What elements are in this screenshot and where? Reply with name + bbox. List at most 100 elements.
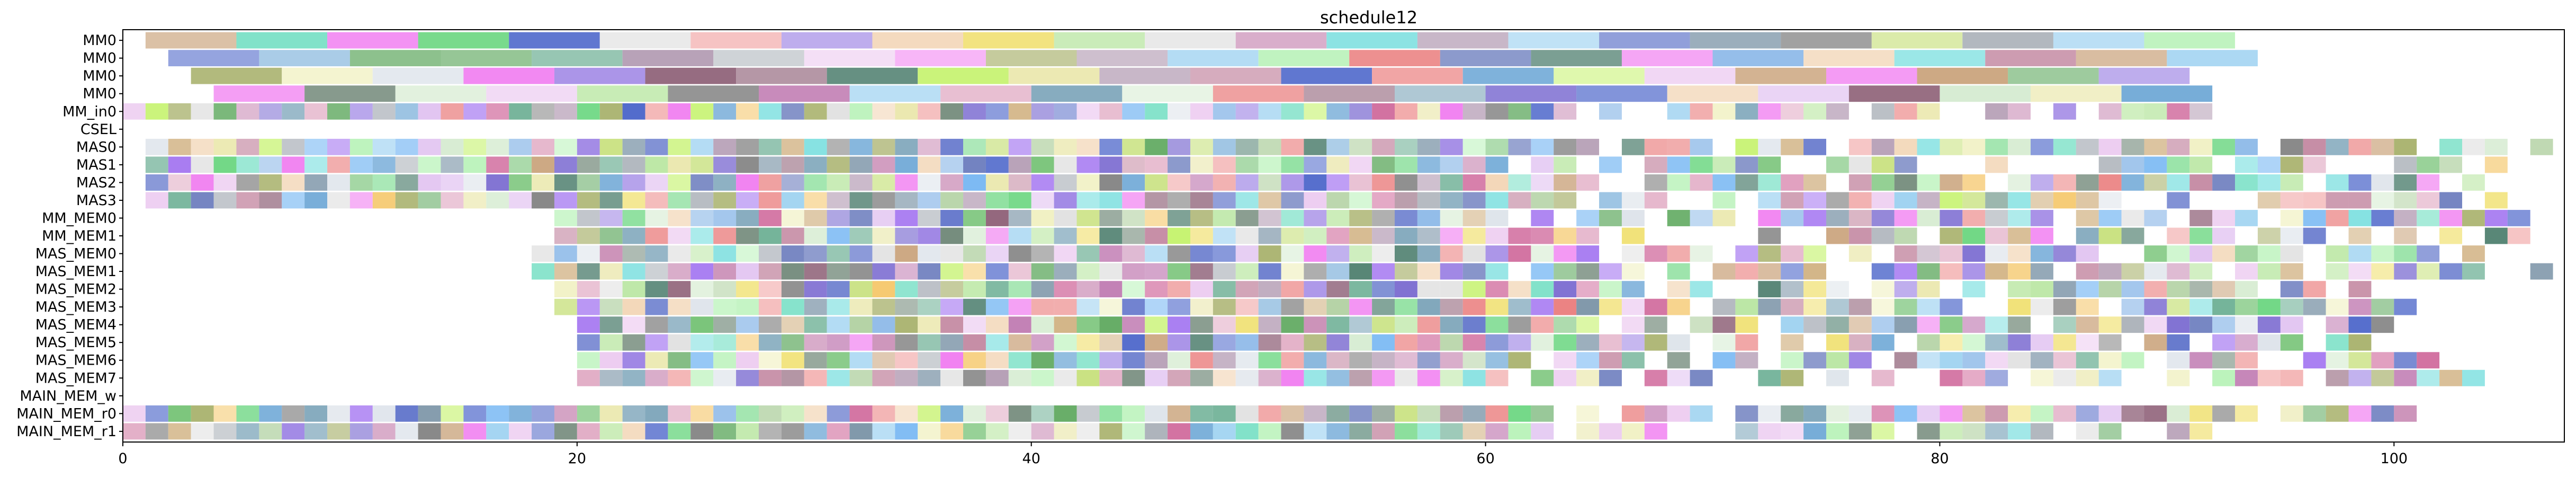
task-bar (1349, 334, 1372, 351)
task-bar (1712, 156, 1736, 173)
task-bar (1621, 316, 1645, 333)
task-bar (2121, 156, 2144, 173)
task-bar (441, 174, 464, 191)
task-bar (1008, 192, 1031, 209)
task-bar (441, 192, 464, 209)
task-bar (2144, 316, 2167, 333)
task-bar (895, 405, 918, 422)
task-bar (827, 245, 850, 262)
task-bar (2303, 192, 2326, 209)
task-bar (509, 174, 532, 191)
y-tick-label: MM0 (83, 86, 116, 102)
task-bar (985, 316, 1009, 333)
task-bar (645, 192, 668, 209)
task-bar (918, 334, 941, 351)
task-bar (282, 103, 305, 120)
task-bar (1917, 138, 1940, 155)
y-tick-label: MAS_MEM2 (35, 281, 116, 298)
task-bar (2235, 316, 2258, 333)
task-bar (1781, 423, 1804, 440)
task-bar (827, 210, 850, 226)
task-bar (918, 67, 1009, 84)
task-bar (2167, 423, 2190, 440)
task-bar (781, 263, 804, 280)
task-bar (736, 245, 759, 262)
task-bar (2462, 174, 2485, 191)
task-bar (1417, 245, 1440, 262)
task-bar (1621, 423, 1645, 440)
task-bar (2098, 227, 2122, 244)
task-bar (1712, 210, 1736, 226)
task-bar (1781, 138, 1804, 155)
task-bar (1258, 423, 1281, 440)
task-bar (1531, 103, 1554, 120)
task-bar (1417, 156, 1440, 173)
task-bar (2394, 263, 2417, 280)
task-bar (1008, 227, 1031, 244)
task-bar (622, 281, 645, 298)
task-bar (1485, 369, 1509, 386)
task-bar (1258, 405, 1281, 422)
task-bar (532, 245, 554, 262)
task-bar (1395, 156, 1417, 173)
task-bar (1531, 334, 1554, 351)
task-bar (2394, 352, 2417, 369)
task-bar (849, 138, 873, 155)
task-bar (1168, 138, 1190, 155)
task-bar (1621, 281, 1645, 298)
task-bar (940, 263, 964, 280)
task-bar (1054, 423, 1077, 440)
task-bar (2212, 369, 2236, 386)
task-bar (2280, 405, 2303, 422)
task-bar (2076, 263, 2099, 280)
task-bar (1485, 156, 1509, 173)
task-bar (1781, 174, 1804, 191)
task-bar (441, 103, 464, 120)
task-bar (872, 32, 964, 49)
task-bar (1372, 352, 1395, 369)
task-bar (1076, 50, 1168, 67)
task-bar (759, 85, 850, 102)
task-bar (940, 281, 964, 298)
task-bar (1712, 103, 1736, 120)
task-bar (622, 405, 645, 422)
task-bar (985, 192, 1009, 209)
task-bar (827, 334, 850, 351)
task-bar (713, 227, 737, 244)
task-bar (1848, 334, 1872, 351)
task-bar (1122, 263, 1145, 280)
task-bar (1349, 423, 1372, 440)
task-bar (1758, 85, 1849, 102)
task-bar (1781, 263, 1804, 280)
task-bar (668, 316, 691, 333)
task-bar (1758, 298, 1781, 315)
task-bar (1008, 352, 1031, 369)
task-bar (918, 227, 941, 244)
task-bar (1190, 316, 1213, 333)
task-bar (191, 67, 282, 84)
task-bar (441, 50, 532, 67)
task-bar (1531, 423, 1554, 440)
task-bar (1667, 352, 1690, 369)
task-bar (2507, 227, 2530, 244)
task-bar (827, 316, 850, 333)
task-bar (1735, 263, 1758, 280)
task-bar (1962, 281, 1986, 298)
task-bar (395, 138, 418, 155)
task-bar (236, 423, 259, 440)
task-bar (1213, 103, 1236, 120)
task-bar (713, 210, 737, 226)
task-bar (1440, 156, 1463, 173)
task-bar (2326, 369, 2349, 386)
task-bar (1213, 423, 1236, 440)
task-bar (895, 316, 918, 333)
task-bar (1962, 316, 1986, 333)
task-bar (1031, 227, 1054, 244)
task-bar (759, 210, 782, 226)
task-bar (1190, 138, 1213, 155)
task-bar (1395, 263, 1417, 280)
y-tick-label: MM0 (83, 32, 116, 49)
task-bar (2167, 298, 2190, 315)
task-bar (940, 174, 964, 191)
